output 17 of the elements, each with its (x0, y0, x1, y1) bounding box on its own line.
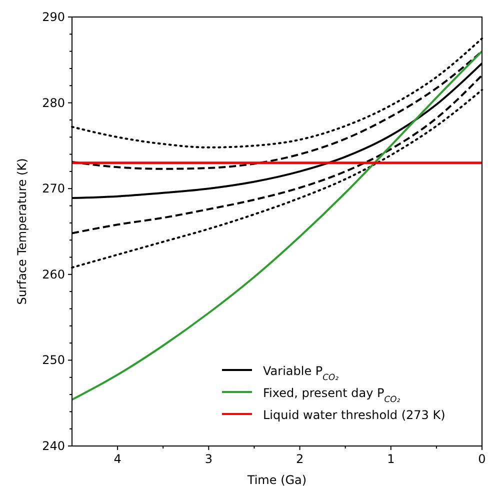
line-series (71, 50, 483, 401)
y-tick-label: 280 (42, 96, 65, 110)
y-tick-label: 290 (42, 10, 65, 24)
y-axis-title: Surface Temperature (K) (15, 158, 29, 305)
y-tick-label: 250 (42, 353, 65, 368)
x-tick-label: 3 (204, 452, 212, 466)
x-axis-title: Time (Ga) (246, 473, 307, 486)
y-tick-label: 260 (42, 267, 65, 282)
legend-label: Liquid water threshold (273 K) (263, 408, 446, 422)
legend-label: Variable P$_{CO₂}$ (263, 364, 340, 382)
x-tick-label: 1 (387, 452, 395, 466)
legend-label: Fixed, present day P$_{CO₂}$ (263, 386, 401, 404)
x-tick-label: 2 (296, 452, 304, 466)
x-tick-label: 4 (114, 452, 122, 466)
x-tick-label: 0 (478, 452, 486, 466)
y-tick-label: 240 (42, 439, 65, 453)
y-tick-label: 270 (42, 182, 65, 196)
